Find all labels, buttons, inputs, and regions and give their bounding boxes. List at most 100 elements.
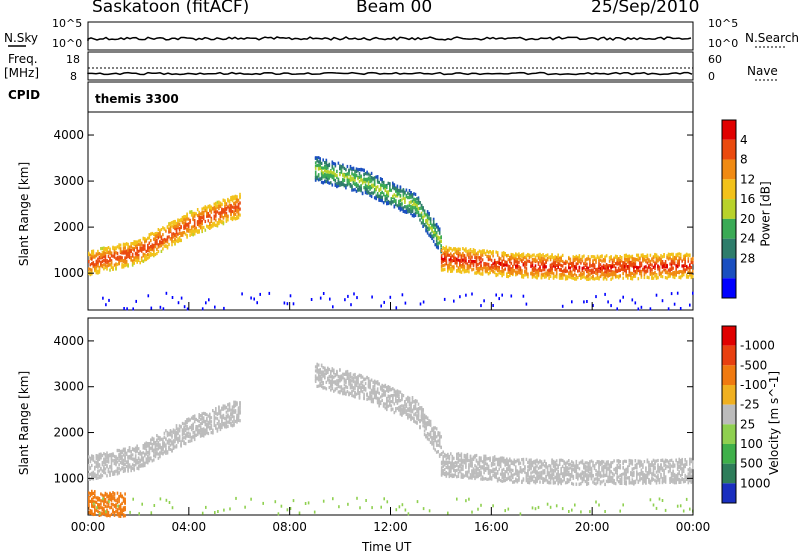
velocity-cell xyxy=(384,402,387,406)
velocity-cell xyxy=(411,409,414,413)
power-cell xyxy=(483,249,485,253)
velocity-cell xyxy=(165,449,167,453)
power-cell xyxy=(631,257,634,261)
power-cell xyxy=(156,251,158,256)
power-cell xyxy=(210,216,213,220)
power-cell xyxy=(316,163,318,168)
velocity-cell xyxy=(376,401,379,405)
power-cell xyxy=(569,269,572,274)
velocity-cell xyxy=(177,437,179,441)
power-cell xyxy=(231,198,234,202)
power-cell xyxy=(414,205,417,210)
power-cell xyxy=(404,190,406,194)
power-cell xyxy=(342,179,344,183)
velocity-cell xyxy=(175,435,178,439)
power-cell xyxy=(210,206,213,210)
velocity-cell xyxy=(417,402,420,406)
velocity-cell xyxy=(233,423,235,427)
power-cell xyxy=(357,184,359,188)
power-cell xyxy=(417,196,420,200)
power-cell xyxy=(453,299,455,303)
power-cell xyxy=(375,175,377,179)
velocity-cell xyxy=(330,375,332,379)
power-cell xyxy=(440,248,443,252)
power-cell xyxy=(324,164,326,168)
velocity-cell xyxy=(115,459,117,463)
power-cell xyxy=(136,241,138,245)
power-cell xyxy=(125,260,128,264)
power-cell xyxy=(472,267,475,271)
power-cell xyxy=(414,202,417,207)
power-cell xyxy=(408,204,411,208)
power-cell xyxy=(404,198,406,202)
velocity-cell xyxy=(110,467,113,471)
power-cell xyxy=(463,265,466,270)
velocity-cell xyxy=(95,475,98,479)
power-cell xyxy=(134,241,137,245)
velocity-cell xyxy=(147,454,149,458)
power-cell xyxy=(314,173,317,177)
velocity-cell xyxy=(228,402,231,406)
power-cell xyxy=(549,268,552,272)
power-cell xyxy=(234,195,237,199)
velocity-cell xyxy=(148,456,151,460)
power-cell xyxy=(610,265,612,269)
power-cell xyxy=(489,271,491,275)
velocity-cell xyxy=(172,441,175,445)
power-cell xyxy=(468,270,470,274)
power-cell xyxy=(592,277,594,281)
power-cell xyxy=(137,242,140,246)
power-cell xyxy=(142,244,145,248)
power-cell xyxy=(554,263,556,267)
power-cell xyxy=(456,264,458,268)
velocity-cell xyxy=(376,388,379,392)
power-cell xyxy=(320,176,323,180)
velocity-cell xyxy=(97,457,99,461)
power-cell xyxy=(502,253,505,257)
power-cell xyxy=(481,272,484,276)
power-cell xyxy=(379,187,382,191)
velocity-cell xyxy=(331,378,334,382)
power-cell xyxy=(643,275,646,280)
power-cell xyxy=(684,268,686,272)
power-cell xyxy=(678,271,680,275)
power-cell xyxy=(457,269,460,273)
power-cell xyxy=(527,272,529,276)
velocity-cell xyxy=(358,385,361,390)
velocity-cell xyxy=(189,435,191,439)
power-cell xyxy=(465,258,467,263)
power-cell xyxy=(166,244,169,248)
velocity-cell xyxy=(372,380,374,384)
power-cell xyxy=(610,277,612,281)
power-cell xyxy=(512,265,514,269)
velocity-cell xyxy=(100,473,102,477)
nsky-hi-label: 10^5 xyxy=(52,17,83,30)
power-cell xyxy=(109,263,111,267)
power-cell xyxy=(175,226,178,231)
power-cell xyxy=(169,229,172,233)
power-cell xyxy=(390,197,393,201)
velocity-cell xyxy=(160,446,163,450)
power-cell xyxy=(536,276,538,280)
power-cell xyxy=(690,257,693,261)
velocity-cell xyxy=(395,409,397,413)
power-cell xyxy=(596,276,599,280)
power-cell xyxy=(443,257,446,261)
power-cell xyxy=(127,248,129,252)
power-cell xyxy=(571,276,573,280)
power-cell xyxy=(148,249,151,253)
power-cell xyxy=(411,193,414,197)
power-cell xyxy=(353,292,355,296)
power-cell xyxy=(631,258,634,262)
velocity-cell xyxy=(328,385,331,390)
power-cell xyxy=(106,267,108,271)
power-cell xyxy=(539,252,541,256)
power-cell xyxy=(419,218,421,222)
power-cell xyxy=(166,240,169,244)
velocity-cell xyxy=(330,369,332,373)
power-cell xyxy=(174,225,176,229)
velocity-cell xyxy=(236,420,238,424)
velocity-cell xyxy=(322,370,324,374)
power-cell xyxy=(451,265,454,269)
power-cell xyxy=(110,264,113,268)
